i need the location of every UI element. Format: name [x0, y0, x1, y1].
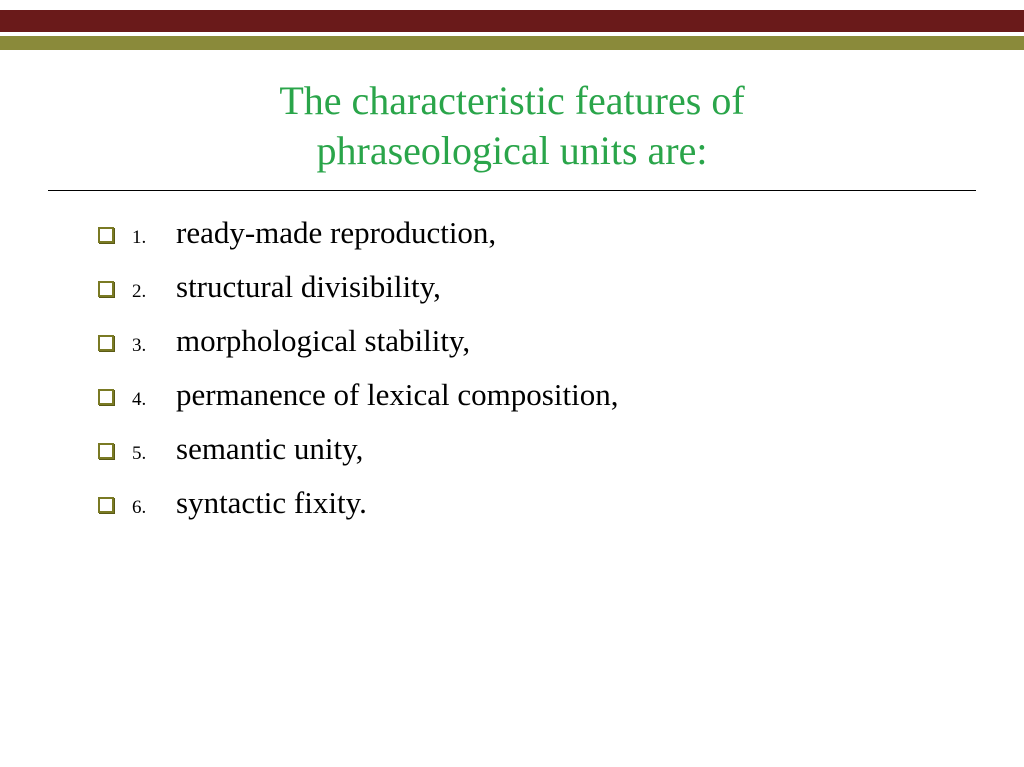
list-text: semantic unity,	[176, 431, 363, 467]
list-item: 1. ready-made reproduction,	[98, 215, 976, 251]
bullet-square-icon	[98, 389, 114, 405]
list-item: 6. syntactic fixity.	[98, 485, 976, 521]
list-number: 3.	[132, 335, 162, 357]
list-text: permanence of lexical composition,	[176, 377, 618, 413]
title-line-2: phraseological units are:	[317, 128, 708, 173]
list-text: ready-made reproduction,	[176, 215, 496, 251]
list-number: 5.	[132, 443, 162, 465]
list-text: morphological stability,	[176, 323, 470, 359]
list-number: 4.	[132, 389, 162, 411]
bullet-square-icon	[98, 497, 114, 513]
bullet-square-icon	[98, 281, 114, 297]
band-olive	[0, 36, 1024, 50]
bullet-square-icon	[98, 443, 114, 459]
bullet-square-icon	[98, 227, 114, 243]
list-number: 1.	[132, 227, 162, 249]
band-maroon	[0, 10, 1024, 32]
list-text: syntactic fixity.	[176, 485, 367, 521]
list-item: 4. permanence of lexical composition,	[98, 377, 976, 413]
list-item: 5. semantic unity,	[98, 431, 976, 467]
title-underline	[48, 190, 976, 191]
list-number: 2.	[132, 281, 162, 303]
decorative-top-band	[0, 0, 1024, 50]
list-item: 2. structural divisibility,	[98, 269, 976, 305]
list-item: 3. morphological stability,	[98, 323, 976, 359]
list-number: 6.	[132, 497, 162, 519]
title-line-1: The characteristic features of	[279, 78, 744, 123]
slide-content: The characteristic features of phraseolo…	[0, 50, 1024, 521]
list-text: structural divisibility,	[176, 269, 441, 305]
bullet-square-icon	[98, 335, 114, 351]
feature-list: 1. ready-made reproduction, 2. structura…	[48, 215, 976, 521]
slide-title: The characteristic features of phraseolo…	[48, 76, 976, 176]
